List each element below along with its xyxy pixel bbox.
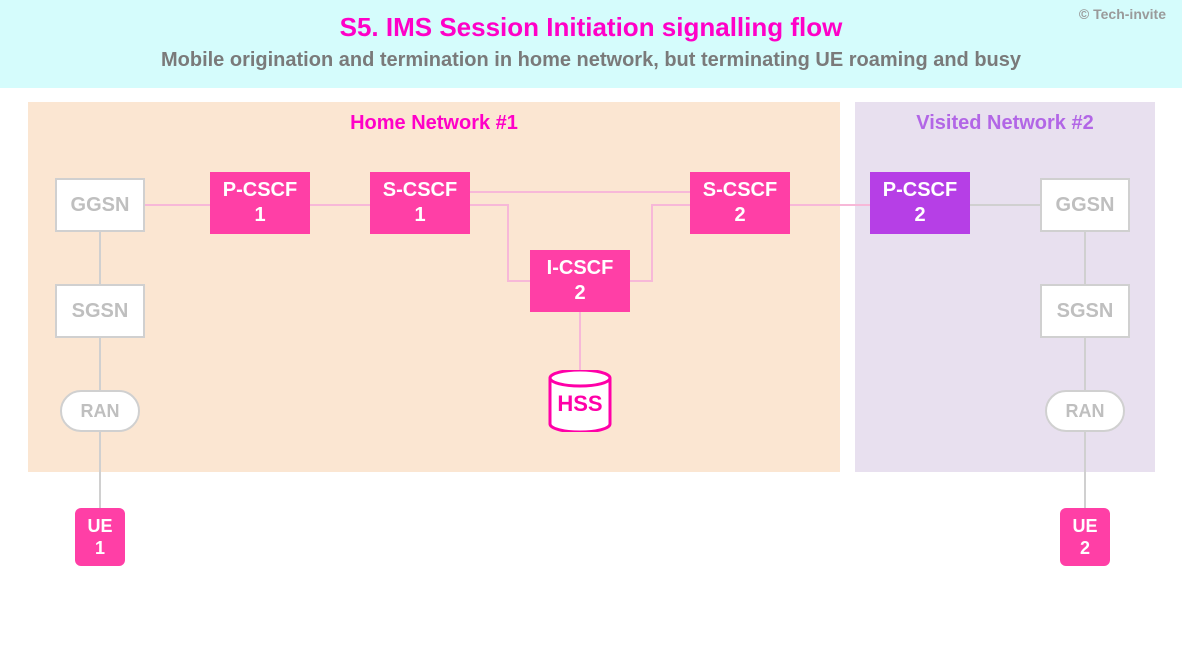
node-ran2: RAN xyxy=(1045,390,1125,432)
node-scscf1: S-CSCF1 xyxy=(370,172,470,234)
node-ue2-label: UE xyxy=(1072,515,1097,538)
node-sgsn2-label: SGSN xyxy=(1057,299,1114,324)
hss-cylinder-icon: HSS xyxy=(548,370,612,432)
region-visited-label: Visited Network #2 xyxy=(855,112,1155,135)
copyright-text: © Tech-invite xyxy=(1079,6,1166,22)
node-sgsn2: SGSN xyxy=(1040,284,1130,338)
node-pcscf1-index: 1 xyxy=(254,203,265,228)
region-home-network: Home Network #1 xyxy=(28,102,840,472)
node-ue2-index: 2 xyxy=(1080,537,1090,560)
node-scscf2-index: 2 xyxy=(734,203,745,228)
node-ue1-index: 1 xyxy=(95,537,105,560)
node-scscf1-label: S-CSCF xyxy=(383,178,457,203)
node-scscf2: S-CSCF2 xyxy=(690,172,790,234)
node-ggsn1-label: GGSN xyxy=(71,193,130,218)
node-ggsn1: GGSN xyxy=(55,178,145,232)
node-scscf1-index: 1 xyxy=(414,203,425,228)
node-sgsn1: SGSN xyxy=(55,284,145,338)
node-ran1-label: RAN xyxy=(60,390,140,432)
node-pcscf2: P-CSCF2 xyxy=(870,172,970,234)
diagram-title: S5. IMS Session Initiation signalling fl… xyxy=(0,12,1182,43)
node-icscf2: I-CSCF2 xyxy=(530,250,630,312)
node-ue2: UE2 xyxy=(1060,508,1110,566)
node-ran1: RAN xyxy=(60,390,140,432)
region-home-label: Home Network #1 xyxy=(28,112,840,135)
header: © Tech-invite S5. IMS Session Initiation… xyxy=(0,0,1182,88)
node-pcscf1-label: P-CSCF xyxy=(223,178,297,203)
node-pcscf1: P-CSCF1 xyxy=(210,172,310,234)
node-ue1-label: UE xyxy=(87,515,112,538)
node-sgsn1-label: SGSN xyxy=(72,299,129,324)
diagram-canvas: Home Network #1 Visited Network #2 GGSN S… xyxy=(0,88,1182,648)
node-pcscf2-label: P-CSCF xyxy=(883,178,957,203)
node-icscf2-index: 2 xyxy=(574,281,585,306)
node-icscf2-label: I-CSCF xyxy=(547,256,614,281)
node-scscf2-label: S-CSCF xyxy=(703,178,777,203)
node-hss-label: HSS xyxy=(557,391,602,416)
node-ue1: UE1 xyxy=(75,508,125,566)
node-hss: HSS xyxy=(548,370,612,432)
node-pcscf2-index: 2 xyxy=(914,203,925,228)
node-ran2-label: RAN xyxy=(1045,390,1125,432)
diagram-subtitle: Mobile origination and termination in ho… xyxy=(0,49,1182,72)
node-ggsn2: GGSN xyxy=(1040,178,1130,232)
node-ggsn2-label: GGSN xyxy=(1056,193,1115,218)
